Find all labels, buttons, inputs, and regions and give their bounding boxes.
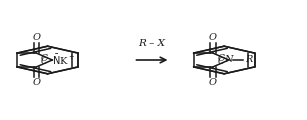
Text: O: O bbox=[209, 33, 217, 42]
Text: R – X: R – X bbox=[138, 39, 165, 48]
Text: N: N bbox=[225, 55, 233, 65]
Text: O: O bbox=[209, 78, 217, 87]
Text: R: R bbox=[245, 55, 252, 65]
Text: C: C bbox=[217, 54, 224, 63]
Text: C: C bbox=[41, 54, 48, 63]
Text: O: O bbox=[33, 78, 41, 87]
Text: O: O bbox=[33, 33, 41, 42]
Text: $\bar{\rm N}$K$^+$: $\bar{\rm N}$K$^+$ bbox=[52, 53, 75, 67]
Text: C: C bbox=[41, 57, 48, 66]
Text: C: C bbox=[217, 57, 224, 66]
